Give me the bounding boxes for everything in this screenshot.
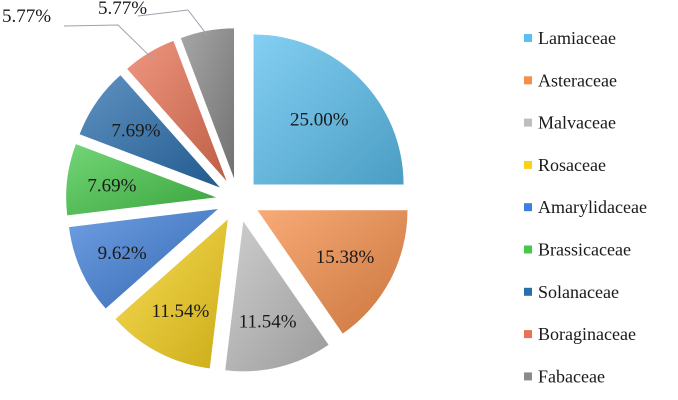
pie-slice-asteraceae (257, 210, 408, 334)
leader-line-boraginaceae (63, 24, 154, 60)
legend-label-solanaceae: Solanaceae (538, 282, 619, 302)
legend-label-boraginaceae: Boraginaceae (538, 324, 636, 344)
pie-slice-boraginaceae (127, 40, 227, 182)
pie-slice-amarylidaceae (69, 209, 218, 309)
slice-label-asteraceae: 15.38% (316, 247, 375, 268)
slice-label-fabaceae: 5.77% (98, 0, 147, 19)
legend-swatch-fabaceae (524, 372, 532, 381)
legend: Lamiaceae Asteraceae Malvaceae Rosaceae Amar… (524, 28, 647, 386)
pie-slice-fabaceae (180, 28, 235, 179)
slice-label-solanaceae: 7.69% (111, 121, 160, 142)
leader-lines (63, 9, 208, 60)
pie-slices (66, 28, 408, 372)
legend-swatch-rosaceae (524, 160, 532, 169)
legend-label-malvaceae: Malvaceae (538, 113, 616, 133)
slice-label-malvaceae: 11.54% (239, 311, 297, 332)
legend-label-asteraceae: Asteraceae (538, 70, 617, 90)
legend-swatch-amarylidaceae (524, 203, 532, 212)
legend-swatch-boraginaceae (524, 330, 532, 339)
legend-label-fabaceae: Fabaceae (538, 366, 605, 386)
slice-label-rosaceae: 11.54% (151, 301, 209, 322)
legend-label-lamiaceae: Lamiaceae (538, 28, 616, 48)
legend-swatch-brassicaceae (524, 245, 532, 254)
legend-label-rosaceae: Rosaceae (538, 155, 606, 175)
pie-slice-lamiaceae (253, 34, 404, 185)
leader-line-fabaceae (137, 9, 208, 36)
slice-label-brassicaceae: 7.69% (87, 176, 136, 197)
pie-slice-solanaceae (79, 75, 220, 188)
legend-swatch-solanaceae (524, 287, 532, 296)
pie-slice-malvaceae (225, 221, 329, 372)
legend-swatch-lamiaceae (524, 34, 532, 42)
legend-swatch-asteraceae (524, 76, 532, 85)
slice-label-amarylidaceae: 9.62% (98, 243, 147, 264)
pie-slice-brassicaceae (66, 144, 217, 216)
pie-slice-rosaceae (115, 219, 228, 369)
legend-swatch-malvaceae (524, 118, 532, 127)
legend-label-amarylidaceae: Amarylidaceae (538, 197, 647, 217)
slice-labels: 25.00% 15.38% 11.54% 11.54% 9.62% 7.69% 7.69% 5… (2, 0, 375, 332)
slice-label-lamiaceae: 25.00% (290, 110, 349, 131)
legend-label-brassicaceae: Brassicaceae (538, 240, 631, 260)
slice-label-boraginaceae: 5.77% (2, 6, 51, 27)
